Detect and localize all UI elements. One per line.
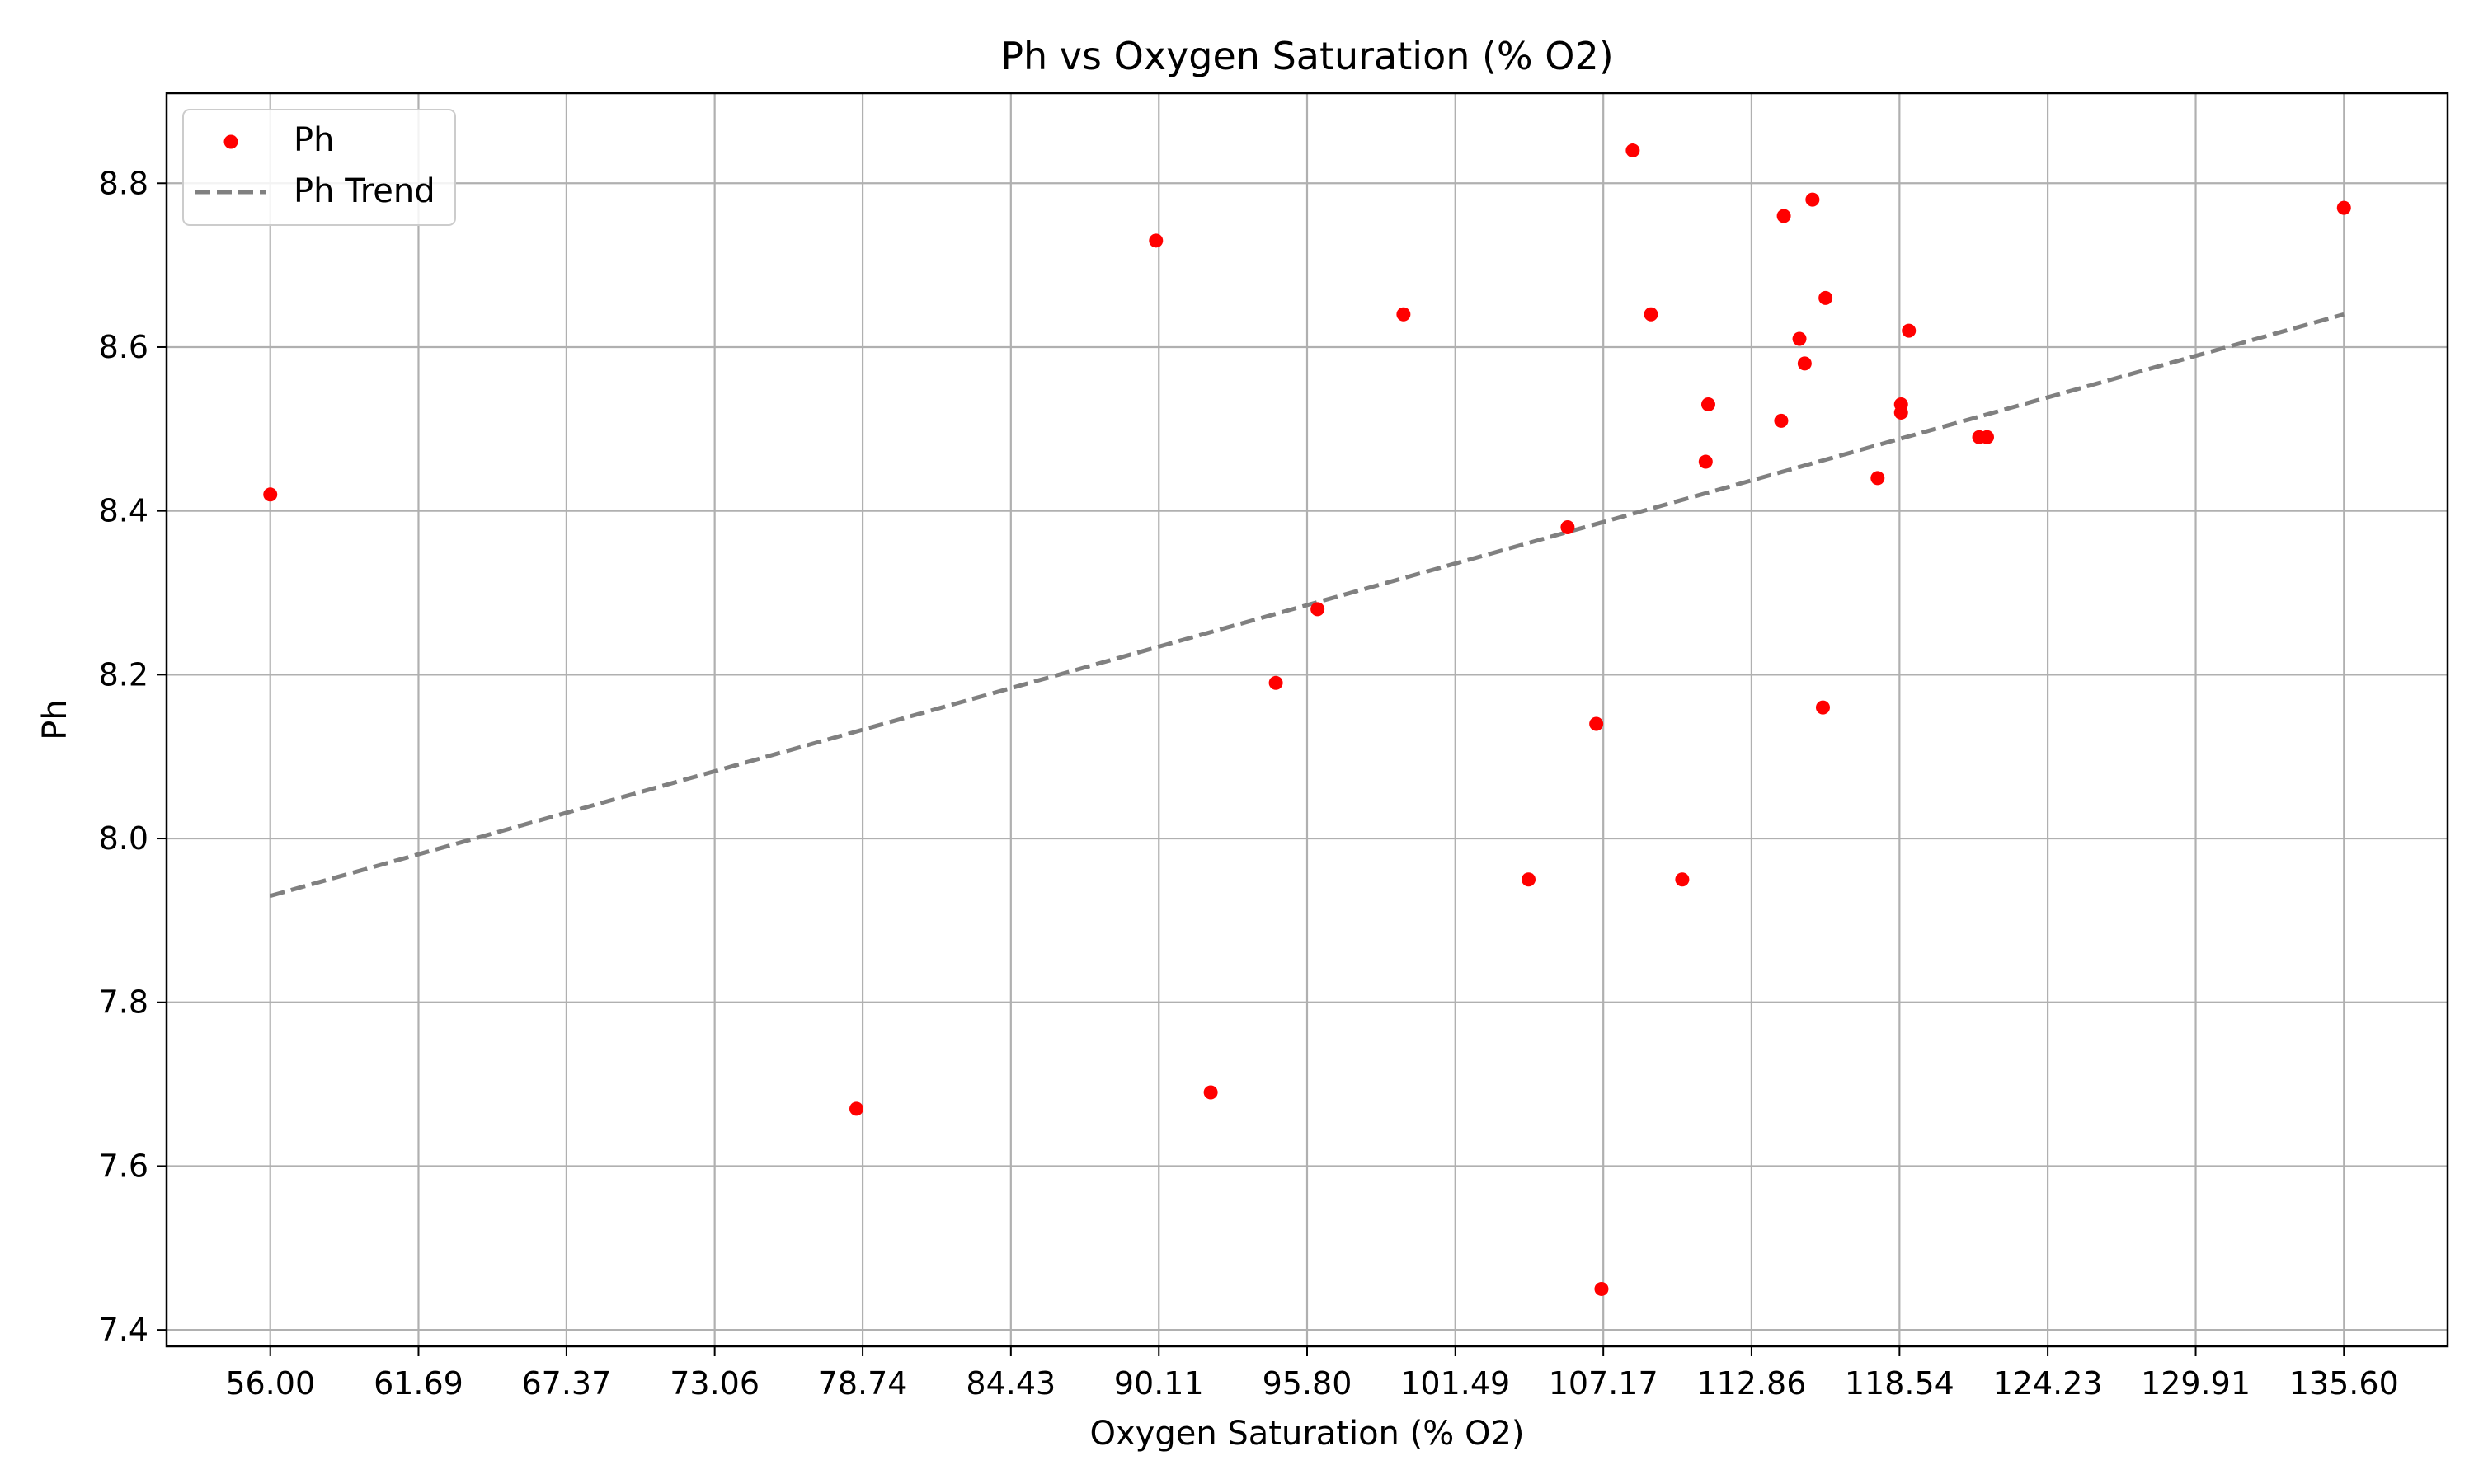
- y-tick-label: 8.0: [99, 820, 148, 857]
- data-point: [1815, 700, 1830, 715]
- data-point: [1644, 307, 1658, 322]
- legend-label-ph: Ph: [294, 121, 334, 159]
- y-tick-label: 8.6: [99, 329, 148, 365]
- chart-title: Ph vs Oxygen Saturation (% O2): [1000, 34, 1613, 78]
- data-point: [1625, 143, 1640, 158]
- y-axis-ticks: 7.4 7.6 7.8 8.0 8.2 8.4 8.6 8.8: [99, 165, 167, 1348]
- x-tick-label: 61.69: [374, 1365, 463, 1402]
- data-point: [1818, 290, 1833, 305]
- data-point: [1797, 356, 1812, 371]
- x-tick-label: 84.43: [966, 1365, 1056, 1402]
- data-point: [1396, 307, 1411, 322]
- legend: Ph Ph Trend: [182, 109, 456, 226]
- y-axis-label: Ph: [36, 699, 74, 740]
- x-axis-ticks: 56.00 61.69 67.37 73.06 78.74 84.43 90.11 95.80…: [225, 1346, 2399, 1402]
- data-point: [1774, 413, 1789, 428]
- x-tick-label: 118.54: [1845, 1365, 1954, 1402]
- data-point: [1893, 397, 1908, 412]
- x-tick-label: 56.00: [225, 1365, 315, 1402]
- x-tick-label: 135.60: [2289, 1365, 2399, 1402]
- y-tick-label: 8.2: [99, 656, 148, 693]
- data-point: [1776, 209, 1791, 223]
- data-point: [1589, 716, 1604, 731]
- x-tick-label: 95.80: [1263, 1365, 1352, 1402]
- data-point: [1979, 430, 1994, 444]
- data-point: [1560, 520, 1575, 535]
- data-point: [1698, 454, 1713, 469]
- data-point: [263, 487, 278, 502]
- data-point: [1675, 872, 1690, 887]
- data-point: [849, 1101, 863, 1116]
- data-point: [1700, 397, 1715, 412]
- trend-layer: [270, 312, 2345, 899]
- grid-layer: [167, 93, 2448, 1346]
- data-point: [1149, 233, 1164, 248]
- legend-marker-ph: [223, 134, 238, 149]
- y-tick-label: 7.6: [99, 1148, 148, 1184]
- data-point: [1594, 1281, 1609, 1296]
- x-tick-label: 90.11: [1114, 1365, 1204, 1402]
- x-tick-label: 129.91: [2141, 1365, 2251, 1402]
- data-point: [1792, 331, 1807, 346]
- x-tick-label: 67.37: [522, 1365, 612, 1402]
- data-point: [2336, 200, 2351, 215]
- legend-box: [182, 109, 456, 226]
- x-tick-label: 73.06: [670, 1365, 760, 1402]
- data-point: [1902, 323, 1917, 338]
- x-tick-label: 107.17: [1549, 1365, 1658, 1402]
- legend-label-trend: Ph Trend: [294, 172, 435, 210]
- x-axis-label: Oxygen Saturation (% O2): [1090, 1415, 1525, 1453]
- y-tick-label: 8.8: [99, 165, 148, 201]
- data-point: [1268, 675, 1283, 690]
- data-point: [1870, 471, 1885, 486]
- data-point: [1310, 602, 1325, 617]
- point-layer: [263, 143, 2351, 1296]
- data-point: [1203, 1085, 1218, 1100]
- data-point: [1522, 872, 1536, 887]
- y-tick-label: 8.4: [99, 493, 148, 529]
- x-tick-label: 112.86: [1696, 1365, 1806, 1402]
- x-tick-label: 78.74: [818, 1365, 908, 1402]
- y-tick-label: 7.8: [99, 984, 148, 1021]
- y-tick-label: 7.4: [99, 1312, 148, 1348]
- trend-line: [270, 312, 2345, 899]
- data-point: [1805, 192, 1820, 207]
- x-tick-label: 124.23: [1993, 1365, 2103, 1402]
- x-tick-label: 101.49: [1400, 1365, 1510, 1402]
